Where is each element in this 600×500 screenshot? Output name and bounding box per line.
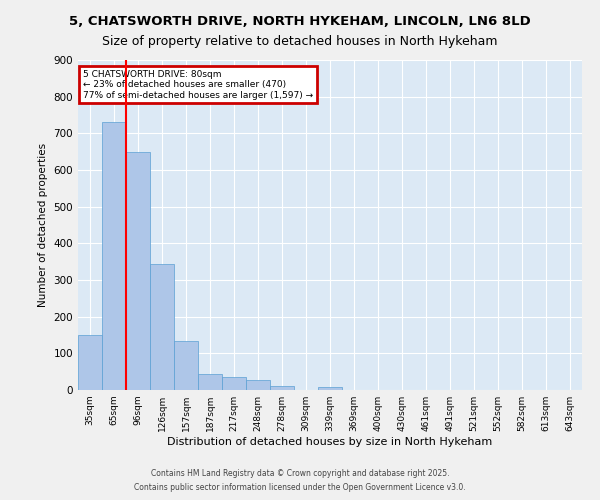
- Text: 5 CHATSWORTH DRIVE: 80sqm
← 23% of detached houses are smaller (470)
77% of semi: 5 CHATSWORTH DRIVE: 80sqm ← 23% of detac…: [83, 70, 313, 100]
- Bar: [102, 122, 126, 390]
- Text: 5, CHATSWORTH DRIVE, NORTH HYKEHAM, LINCOLN, LN6 8LD: 5, CHATSWORTH DRIVE, NORTH HYKEHAM, LINC…: [69, 15, 531, 28]
- Bar: [126, 152, 150, 390]
- Bar: [198, 374, 222, 390]
- Bar: [174, 340, 198, 390]
- Text: Size of property relative to detached houses in North Hykeham: Size of property relative to detached ho…: [102, 35, 498, 48]
- Bar: [78, 335, 102, 390]
- X-axis label: Distribution of detached houses by size in North Hykeham: Distribution of detached houses by size …: [167, 437, 493, 447]
- Bar: [318, 387, 342, 390]
- Bar: [270, 386, 294, 390]
- Y-axis label: Number of detached properties: Number of detached properties: [38, 143, 48, 307]
- Text: Contains public sector information licensed under the Open Government Licence v3: Contains public sector information licen…: [134, 484, 466, 492]
- Text: Contains HM Land Registry data © Crown copyright and database right 2025.: Contains HM Land Registry data © Crown c…: [151, 468, 449, 477]
- Bar: [222, 377, 246, 390]
- Bar: [150, 264, 174, 390]
- Bar: [246, 380, 270, 390]
